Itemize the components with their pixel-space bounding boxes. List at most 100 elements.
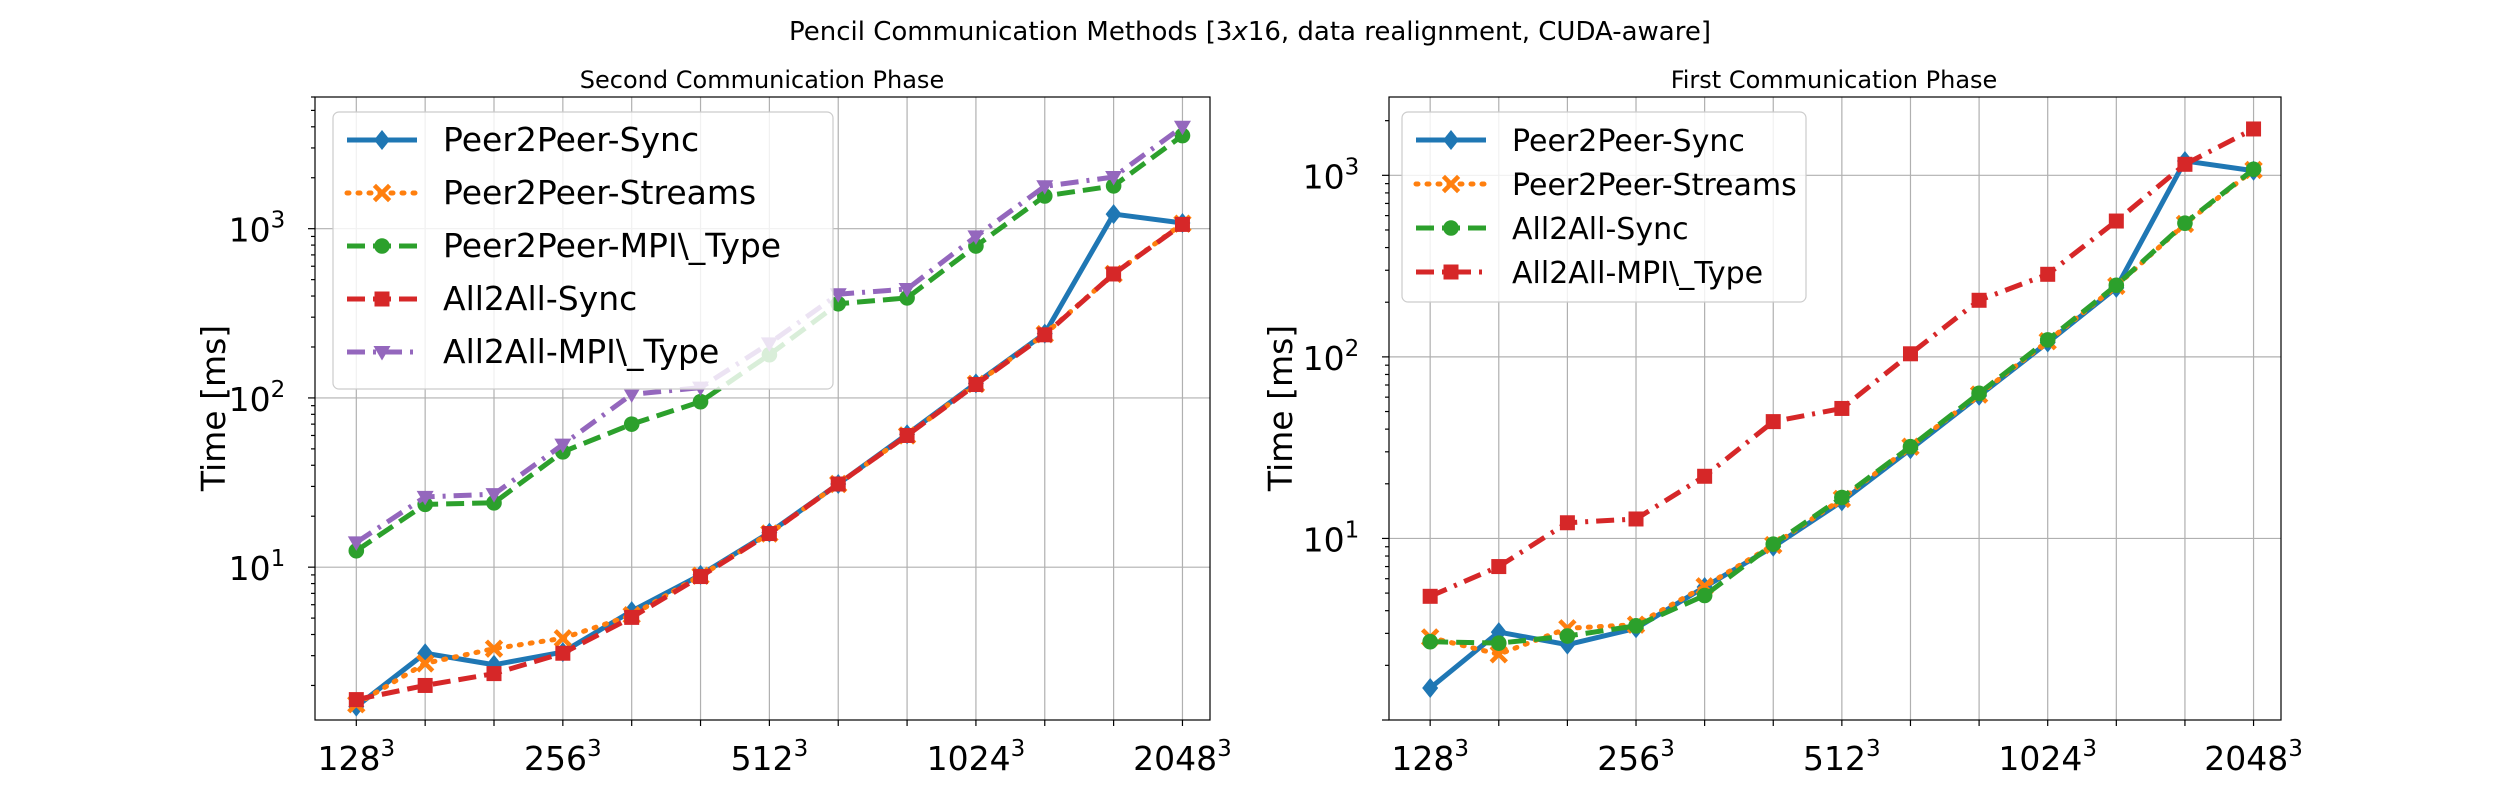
legend-marker — [372, 183, 392, 203]
legend-item-all2all-sync: All2All-Sync — [1416, 212, 1689, 247]
data-point — [623, 388, 641, 403]
chart-right-y-ticks: 101 102 103 — [1303, 120, 1389, 721]
x-tick-label: 2563 — [1597, 736, 1675, 778]
legend-label: Peer2Peer-Sync — [1512, 124, 1745, 159]
data-point — [2039, 332, 2056, 348]
chart-right-series — [1420, 121, 2263, 699]
data-point — [484, 639, 504, 658]
data-point — [1422, 678, 1439, 699]
legend-marker — [1443, 220, 1459, 236]
data-point — [1491, 559, 1507, 575]
legend-item-peer2peer-mpi-type: Peer2Peer-MPI\_Type — [347, 226, 781, 265]
legend-label: Peer2Peer-MPI\_Type — [443, 226, 781, 265]
data-point — [1834, 400, 1850, 416]
data-point — [415, 654, 435, 673]
x-tick-label: 10243 — [1998, 736, 2097, 778]
legend-marker — [1443, 264, 1459, 280]
data-point — [1765, 536, 1782, 552]
data-point — [553, 629, 573, 648]
legend-marker — [1441, 174, 1461, 194]
chart-left-y-ticks: 101 102 103 — [229, 96, 315, 687]
legend-label: All2All-Sync — [443, 279, 637, 318]
data-point — [347, 536, 365, 551]
legend-box — [1401, 111, 1807, 303]
legend-marker — [1443, 130, 1459, 150]
data-point — [899, 427, 915, 443]
legend-marker — [374, 291, 390, 307]
series-all2all-sync — [1422, 161, 2262, 651]
chart-right-y-axis-label: Time [ms] — [1261, 325, 1300, 492]
data-point — [1106, 266, 1122, 282]
data-point — [693, 569, 709, 585]
legend-label: All2All-Sync — [1512, 212, 1689, 247]
legend-marker — [374, 130, 390, 150]
data-point — [1422, 633, 1438, 650]
data-point — [486, 666, 502, 682]
data-point — [1834, 489, 1850, 506]
data-point — [554, 438, 572, 454]
figure-title: Pencil Communication Methods [3x16, data… — [789, 17, 1711, 47]
chart-left: Second Communication Phase 1283 2563 5123 1… — [194, 66, 1232, 778]
data-point — [1105, 178, 1122, 194]
legend-marker — [373, 346, 391, 361]
series-all2all-sync — [348, 216, 1190, 708]
data-point — [1105, 204, 1122, 225]
data-point — [829, 288, 847, 303]
data-point — [2108, 277, 2125, 294]
data-point — [898, 283, 916, 298]
data-point — [1559, 628, 1576, 644]
y-tick-label: 103 — [229, 208, 286, 250]
legend-item-peer2peer-sync: Peer2Peer-Sync — [1416, 124, 1745, 159]
data-point — [1489, 645, 1508, 664]
data-point — [555, 645, 571, 661]
legend-label: Peer2Peer-Streams — [1512, 168, 1797, 203]
data-point — [2245, 161, 2262, 178]
data-point — [1628, 511, 1644, 527]
data-point — [830, 476, 846, 492]
legend-box — [332, 111, 834, 390]
legend-item-all2all-mpi-type: All2All-MPI\_Type — [347, 332, 719, 371]
chart-right: First Communication Phase 1283 2563 5123 10… — [1261, 66, 2303, 778]
data-point — [1902, 346, 1918, 362]
chart-left-title: Second Communication Phase — [580, 66, 944, 94]
chart-left-y-axis-label: Time [ms] — [194, 325, 233, 492]
legend-item-peer2peer-streams: Peer2Peer-Streams — [344, 173, 756, 212]
y-tick-label: 102 — [229, 377, 286, 419]
data-point — [899, 290, 915, 306]
x-tick-label: 5123 — [731, 736, 809, 778]
legend-label: Peer2Peer-Sync — [443, 120, 699, 159]
x-tick-label: 1283 — [317, 736, 395, 778]
data-point — [1105, 171, 1123, 186]
data-point — [1174, 216, 1190, 232]
data-point — [623, 416, 640, 432]
x-tick-label: 5123 — [1803, 736, 1881, 778]
data-point — [1902, 438, 1919, 455]
x-tick-label: 20483 — [1133, 736, 1232, 778]
y-tick-label: 103 — [1303, 154, 1360, 196]
data-point — [2246, 121, 2262, 137]
data-point — [416, 490, 434, 506]
data-point — [968, 377, 984, 393]
data-point — [2108, 213, 2124, 229]
legend-label: Peer2Peer-Streams — [443, 173, 756, 212]
data-point — [967, 230, 985, 245]
y-tick-label: 102 — [1303, 336, 1360, 378]
series-all2all-mpi-type — [1422, 121, 2262, 604]
x-tick-label: 1283 — [1391, 736, 1469, 778]
data-point — [1037, 327, 1053, 343]
chart-right-legend: Peer2Peer-Sync Peer2Peer-Streams All2All-S… — [1401, 111, 1807, 303]
data-point — [417, 677, 433, 693]
data-point — [1696, 587, 1713, 604]
data-point — [761, 526, 777, 542]
legend-item-peer2peer-streams: Peer2Peer-Streams — [1413, 168, 1797, 203]
data-point — [2177, 156, 2193, 172]
chart-left-x-ticks: 1283 2563 5123 10243 20483 — [317, 720, 1232, 778]
data-point — [1422, 588, 1438, 604]
data-point — [2177, 215, 2193, 231]
y-tick-label: 101 — [229, 546, 286, 588]
chart-left-frame — [314, 96, 1211, 721]
legend-marker — [374, 238, 390, 254]
data-point — [1765, 414, 1781, 430]
data-point — [485, 488, 503, 503]
